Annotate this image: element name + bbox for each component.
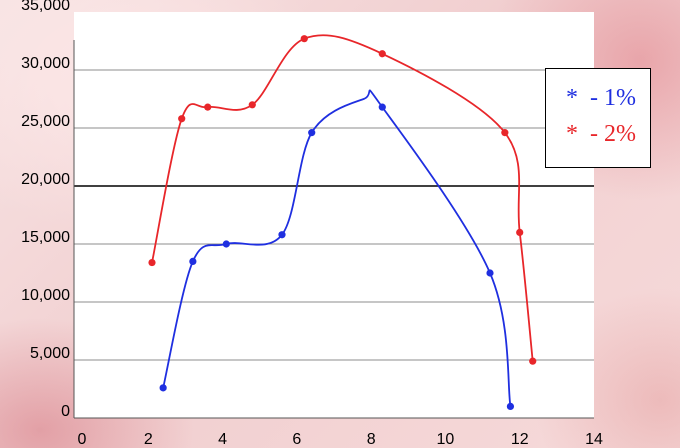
data-point bbox=[204, 103, 212, 111]
data-point bbox=[248, 101, 256, 109]
legend: * - 1% * - 2% bbox=[545, 68, 651, 168]
x-tick-label: 12 bbox=[511, 431, 529, 448]
x-tick-label: 4 bbox=[218, 431, 227, 448]
data-point bbox=[300, 35, 308, 43]
series-line-1 bbox=[162, 89, 512, 407]
x-tick-label: 10 bbox=[437, 431, 455, 448]
y-tick-label: 35,000 bbox=[21, 0, 70, 14]
series-line-2 bbox=[151, 34, 534, 362]
tick-labels: 0 5,000 10,000 15,000 20,000 25,000 30,000 35,0… bbox=[21, 0, 603, 448]
legend-item-2: * - 2% bbox=[566, 117, 636, 151]
x-tick-label: 8 bbox=[367, 431, 376, 448]
legend-item-1: * - 1% bbox=[566, 81, 636, 115]
y-tick-label: 30,000 bbox=[21, 55, 70, 72]
data-point bbox=[222, 240, 230, 248]
data-point bbox=[506, 402, 515, 410]
y-tick-label: 5,000 bbox=[30, 345, 70, 362]
data-point bbox=[178, 115, 186, 123]
data-point bbox=[529, 357, 537, 365]
data-point bbox=[501, 129, 509, 137]
data-point bbox=[278, 231, 286, 239]
legend-label-1: - 1% bbox=[584, 85, 636, 111]
x-tick-label: 2 bbox=[144, 431, 153, 448]
legend-label-2: - 2% bbox=[584, 121, 636, 147]
y-tick-label: 25,000 bbox=[21, 113, 70, 130]
data-point bbox=[378, 50, 386, 58]
data-point bbox=[378, 103, 386, 111]
series-layer bbox=[148, 34, 537, 410]
y-tick-label: 0 bbox=[61, 403, 70, 420]
x-tick-label: 0 bbox=[78, 431, 87, 448]
y-tick-label: 15,000 bbox=[21, 229, 70, 246]
data-point bbox=[308, 129, 316, 137]
data-point bbox=[159, 384, 167, 392]
legend-marker-2: * bbox=[566, 121, 578, 147]
axes bbox=[73, 40, 594, 419]
data-point bbox=[516, 228, 524, 236]
data-point bbox=[486, 269, 494, 277]
data-point bbox=[148, 258, 156, 267]
legend-marker-1: * bbox=[566, 85, 578, 111]
x-tick-label: 14 bbox=[585, 431, 603, 448]
y-tick-label: 10,000 bbox=[21, 287, 70, 304]
data-point bbox=[189, 257, 197, 265]
gridlines bbox=[74, 69, 594, 361]
x-tick-label: 6 bbox=[292, 431, 301, 448]
y-tick-label: 20,000 bbox=[21, 171, 70, 188]
